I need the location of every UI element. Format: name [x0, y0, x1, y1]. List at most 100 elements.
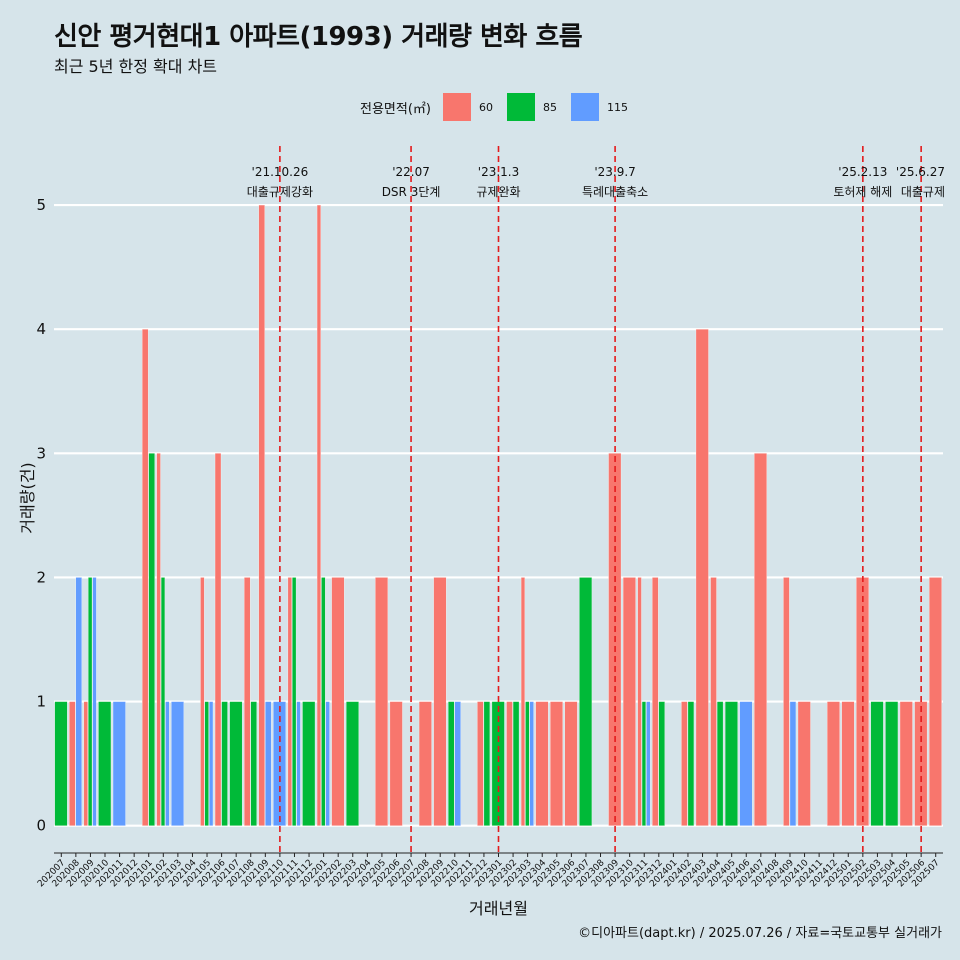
event-name-label: 대출규제강화: [247, 185, 313, 199]
source-caption: ©디아파트(dapt.kr) / 2025.07.26 / 자료=국토교통부 실…: [578, 926, 942, 941]
bar: [716, 701, 724, 826]
bar: [156, 453, 161, 826]
bar: [204, 701, 209, 826]
bar: [69, 701, 76, 826]
event-name-label: 대출규제: [901, 185, 945, 199]
bar: [739, 701, 753, 826]
bar: [433, 577, 447, 826]
bar: [512, 701, 520, 826]
event-name-label: DSR 3단계: [382, 185, 441, 199]
bar: [221, 701, 228, 826]
legend-title: 전용면적(㎡): [360, 101, 431, 117]
bar: [885, 701, 899, 826]
event-date-label: '23.9.7: [594, 165, 635, 179]
bar: [88, 577, 93, 826]
y-tick-label: 3: [36, 444, 46, 462]
bar: [98, 701, 112, 826]
event-name-label: 규제완화: [476, 185, 520, 199]
bar: [142, 329, 149, 826]
bar: [826, 701, 840, 826]
bar: [321, 577, 326, 826]
event-date-label: '25.6.27: [896, 165, 945, 179]
bar: [316, 204, 321, 826]
bar: [641, 701, 646, 826]
bar: [550, 701, 563, 826]
bar: [483, 701, 491, 826]
bar: [331, 577, 345, 826]
chart-subtitle: 최근 5년 한정 확대 차트: [54, 57, 218, 76]
bar: [92, 577, 97, 826]
bar: [797, 701, 811, 826]
bar: [477, 701, 484, 826]
bar: [506, 701, 513, 826]
bar: [564, 701, 578, 826]
bar: [287, 577, 292, 826]
bar: [841, 701, 855, 826]
bar: [870, 701, 884, 826]
bar: [200, 577, 205, 826]
event-name-label: 특례대출축소: [582, 185, 648, 199]
bar: [754, 453, 767, 826]
bar: [418, 701, 432, 826]
bar: [535, 701, 549, 826]
bar: [160, 577, 166, 826]
bar: [525, 701, 530, 826]
bar: [325, 701, 330, 826]
legend-label: 85: [542, 100, 557, 114]
x-axis-title: 거래년월: [469, 899, 528, 918]
bar: [622, 577, 636, 826]
bar: [646, 701, 651, 826]
y-tick-label: 0: [36, 817, 46, 835]
bar: [658, 701, 665, 826]
bar: [296, 701, 301, 826]
bar: [681, 701, 688, 826]
y-tick-label: 4: [36, 320, 46, 338]
bar: [695, 329, 709, 826]
bar: [529, 701, 534, 826]
bar: [209, 701, 214, 826]
event-date-label: '25.2.13: [838, 165, 887, 179]
bar: [258, 204, 265, 826]
bar: [724, 701, 738, 826]
y-tick-label: 2: [36, 568, 46, 586]
legend-label: 115: [606, 100, 628, 114]
bar: [637, 577, 642, 826]
legend: 전용면적(㎡) 60 85 115: [360, 93, 642, 121]
bar: [250, 701, 257, 826]
bar: [171, 701, 184, 826]
bar: [292, 577, 297, 826]
bar: [389, 701, 403, 826]
bar: [54, 701, 68, 826]
bar: [783, 577, 790, 826]
bar: [710, 577, 717, 826]
bar: [229, 701, 243, 826]
bar: [165, 701, 170, 826]
bar: [302, 701, 316, 826]
legend-swatch: [570, 93, 599, 121]
event-date-label: '21.10.26: [252, 165, 309, 179]
legend-item-85: 85: [506, 93, 557, 121]
legend-label: 60: [478, 100, 493, 114]
chart-title: 신안 평거현대1 아파트(1993) 거래량 변화 흐름: [54, 22, 583, 52]
bar: [448, 701, 455, 826]
y-tick-label: 5: [36, 196, 46, 214]
event-name-label: 토허제 해제: [833, 185, 892, 199]
bar: [214, 453, 222, 826]
bar: [520, 577, 526, 826]
event-date-label: '22.07: [392, 165, 430, 179]
bar: [148, 453, 155, 826]
event-date-label: '23.1.3: [478, 165, 519, 179]
bar: [652, 577, 659, 826]
bar: [83, 701, 88, 826]
bar: [75, 577, 82, 826]
y-tick-label: 1: [36, 693, 46, 711]
bar: [375, 577, 389, 826]
bar: [346, 701, 359, 826]
bar: [899, 701, 913, 826]
bar: [112, 701, 126, 826]
bar: [789, 701, 797, 826]
legend-item-115: 115: [570, 93, 628, 121]
bar: [454, 701, 461, 826]
bar: [244, 577, 251, 826]
